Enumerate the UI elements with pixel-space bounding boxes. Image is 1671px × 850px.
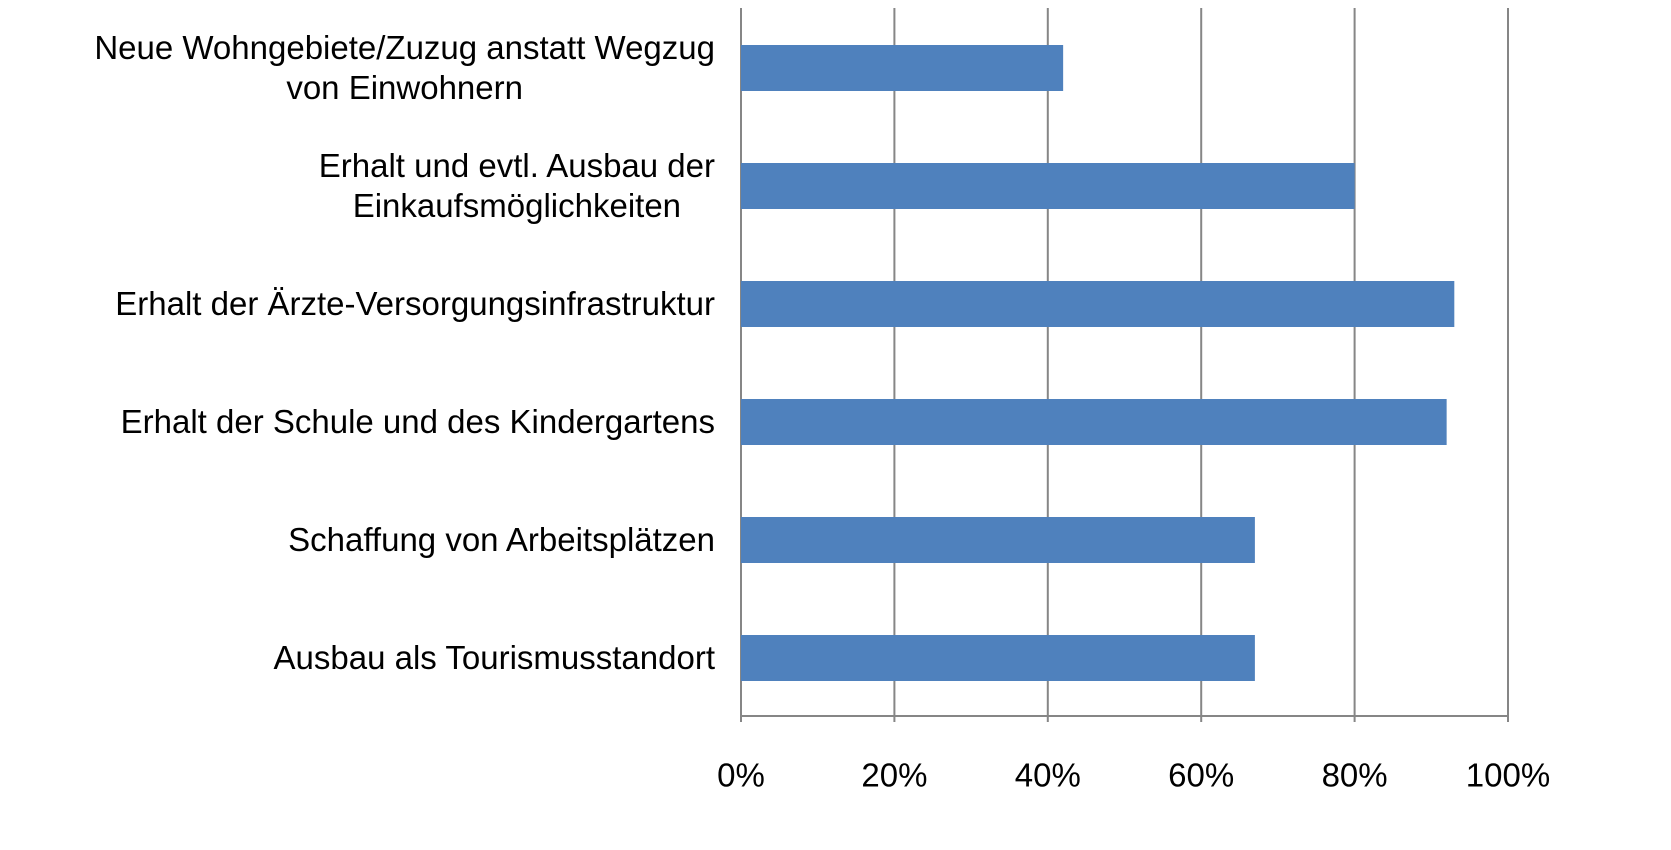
x-tick-label: 0% (717, 757, 765, 794)
bar (741, 517, 1255, 563)
x-tick-label: 40% (1015, 757, 1081, 794)
y-tick-label: Erhalt der Schule und des Kindergartens (120, 403, 715, 440)
y-tick-label: Neue Wohngebiete/Zuzug anstatt Wegzug vo… (94, 29, 715, 106)
y-tick-label: Ausbau als Tourismusstandort (273, 639, 715, 676)
x-tick-label: 20% (861, 757, 927, 794)
y-tick-label: Erhalt der Ärzte-Versorgungsinfrastruktu… (115, 285, 715, 322)
bar (741, 45, 1064, 91)
bar (741, 281, 1455, 327)
bar (741, 163, 1355, 209)
y-tick-label: Schaffung von Arbeitsplätzen (288, 521, 715, 558)
bar (741, 635, 1255, 681)
y-tick-label: Erhalt und evtl. Ausbau der Einkaufsmögl… (318, 147, 715, 224)
x-tick-label: 100% (1466, 757, 1550, 794)
x-tick-label: 80% (1322, 757, 1388, 794)
x-tick-label: 60% (1168, 757, 1234, 794)
bar (741, 399, 1447, 445)
